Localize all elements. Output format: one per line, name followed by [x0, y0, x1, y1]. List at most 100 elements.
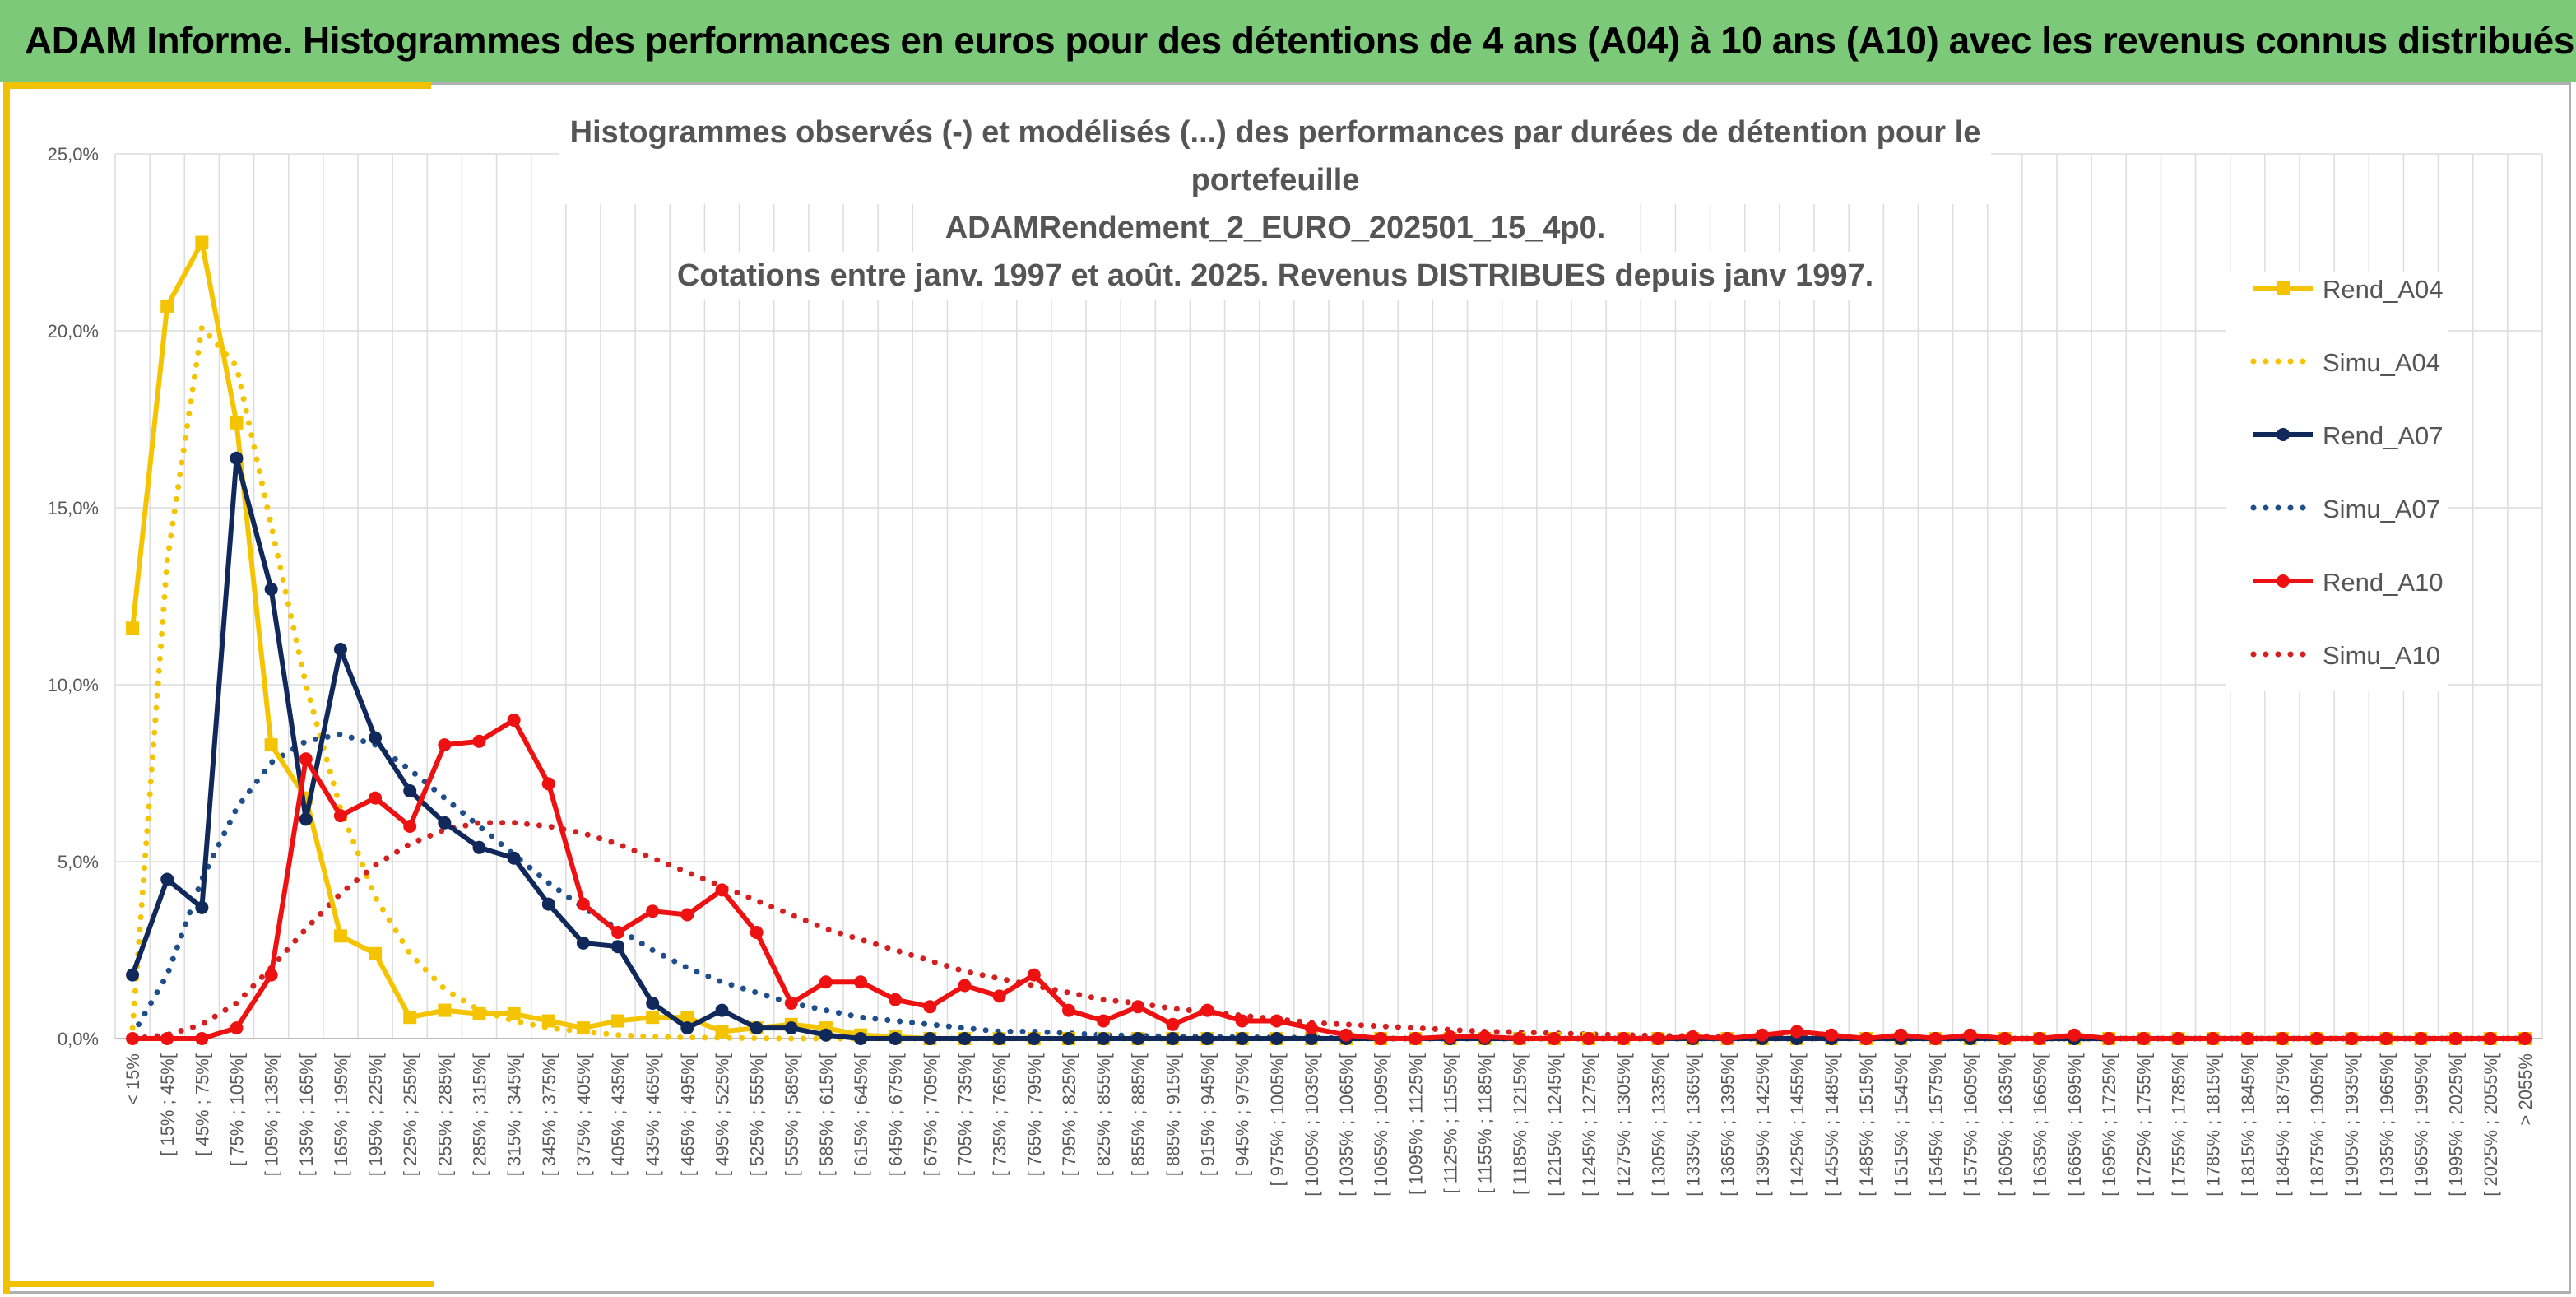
data-point-rend-a07 [992, 1032, 1006, 1045]
legend-swatch-rend-a10 [2253, 574, 2313, 588]
x-tick-label: [ 1965% ; 1995%[ [2411, 1053, 2432, 1197]
x-tick-label: [ 225% ; 255%[ [400, 1053, 420, 1176]
x-tick-label: [ 1125% ; 1155%[ [1441, 1053, 1461, 1193]
data-point-rend-a07 [611, 940, 625, 954]
x-tick-label: [ 1665% ; 1695%[ [2064, 1053, 2085, 1197]
x-tick-label: [ 255% ; 285%[ [434, 1053, 455, 1176]
x-tick-label: [ 1335% ; 1365%[ [1683, 1053, 1704, 1197]
data-point-rend-a10 [2137, 1032, 2151, 1045]
legend-item-simu-a10: Simu_A10 [2226, 638, 2448, 671]
data-point-rend-a10 [333, 809, 347, 823]
data-point-rend-a10 [1963, 1028, 1977, 1042]
data-point-rend-a04 [438, 1003, 452, 1017]
data-point-rend-a04 [369, 946, 383, 960]
data-point-rend-a07 [230, 451, 244, 465]
data-point-rend-a10 [1617, 1032, 1631, 1045]
x-tick-label: [ 675% ; 705%[ [920, 1053, 940, 1176]
data-point-rend-a07 [1235, 1032, 1249, 1045]
legend-label: Simu_A04 [2323, 348, 2441, 377]
data-point-rend-a10 [958, 979, 972, 993]
legend-item-rend-a07: Rend_A07 [2226, 418, 2448, 451]
y-tick-label: 20,0% [48, 321, 99, 342]
legend-label: Rend_A04 [2323, 275, 2444, 304]
legend-item-rend-a10: Rend_A10 [2226, 565, 2448, 597]
data-point-rend-a07 [784, 1021, 798, 1035]
data-point-rend-a10 [541, 777, 555, 791]
data-point-rend-a10 [1235, 1014, 1249, 1028]
data-point-rend-a10 [1339, 1028, 1353, 1042]
data-point-rend-a10 [1929, 1032, 1942, 1045]
data-point-rend-a04 [403, 1011, 417, 1025]
data-point-rend-a07 [541, 897, 555, 911]
x-tick-label: [ 195% ; 225%[ [365, 1053, 386, 1176]
data-point-rend-a07 [854, 1032, 868, 1045]
data-point-rend-a07 [369, 731, 383, 745]
data-point-rend-a10 [750, 926, 764, 939]
data-point-rend-a10 [2032, 1032, 2046, 1045]
series-line-rend-a10 [132, 718, 2525, 1041]
data-point-rend-a10 [1443, 1030, 1457, 1044]
data-point-rend-a10 [1651, 1032, 1665, 1045]
x-tick-label: [ 1635% ; 1665%[ [2030, 1053, 2050, 1197]
x-tick-label: [ 1725% ; 1755%[ [2133, 1053, 2154, 1197]
accent-bar-bottom [3, 1281, 434, 1287]
data-point-rend-a07 [438, 816, 452, 830]
data-point-rend-a10 [1686, 1030, 1700, 1044]
data-point-rend-a10 [2102, 1032, 2116, 1045]
legend-swatch-simu-a07 [2250, 504, 2316, 511]
x-tick-label: [ 1095% ; 1125%[ [1405, 1053, 1426, 1195]
x-tick-label: [ 1515% ; 1545%[ [1891, 1053, 1911, 1197]
legend-item-rend-a04: Rend_A04 [2226, 272, 2448, 304]
data-point-rend-a04 [333, 929, 347, 943]
data-point-rend-a10 [2345, 1032, 2359, 1045]
accent-bar-top [3, 82, 431, 89]
data-point-rend-a10 [1512, 1032, 1526, 1045]
legend-label: Simu_A07 [2323, 495, 2441, 523]
data-point-rend-a10 [1789, 1025, 1803, 1039]
data-point-rend-a10 [2379, 1032, 2393, 1045]
data-point-rend-a07 [958, 1032, 972, 1045]
data-point-rend-a10 [2483, 1032, 2497, 1045]
data-point-rend-a07 [680, 1021, 694, 1035]
x-tick-label: [ 1155% ; 1185%[ [1475, 1053, 1496, 1193]
x-tick-label: [ 1245% ; 1275%[ [1579, 1053, 1599, 1197]
data-point-rend-a04 [126, 621, 140, 635]
legend-marker [2277, 428, 2290, 441]
data-point-rend-a07 [1269, 1032, 1283, 1045]
x-tick-label: [ 1455% ; 1485%[ [1822, 1053, 1842, 1197]
data-point-rend-a10 [1582, 1032, 1596, 1045]
data-point-rend-a10 [1825, 1028, 1839, 1042]
x-tick-label: [ 1605% ; 1635%[ [1995, 1053, 2016, 1197]
x-tick-label: [ 165% ; 195%[ [331, 1053, 351, 1176]
y-tick-label: 10,0% [48, 675, 99, 695]
x-tick-label: [ 1845% ; 1875%[ [2272, 1053, 2293, 1197]
x-tick-label: [ 1545% ; 1575%[ [1926, 1053, 1947, 1197]
x-tick-label: [ 375% ; 405%[ [573, 1053, 594, 1176]
data-point-rend-a10 [2448, 1032, 2462, 1045]
x-tick-label: [ 945% ; 975%[ [1232, 1053, 1253, 1176]
x-tick-label: [ 705% ; 735%[ [955, 1053, 976, 1176]
x-tick-label: [ 45% ; 75%[ [192, 1053, 212, 1156]
legend-item-simu-a07: Simu_A07 [2226, 491, 2448, 524]
data-point-rend-a10 [1304, 1021, 1318, 1035]
x-tick-label: [ 825% ; 855%[ [1093, 1053, 1114, 1176]
x-tick-label: [ 885% ; 915%[ [1163, 1053, 1183, 1176]
data-point-rend-a10 [1894, 1028, 1908, 1042]
data-point-rend-a04 [264, 738, 278, 752]
x-tick-label: [ 285% ; 315%[ [470, 1053, 490, 1176]
page-header: ADAM Informe. Histogrammes des performan… [0, 0, 2576, 82]
x-tick-label: [ 495% ; 525%[ [712, 1053, 733, 1176]
data-point-rend-a10 [1409, 1032, 1423, 1045]
x-tick-label: [ 585% ; 615%[ [816, 1053, 837, 1176]
x-tick-label: [ 15% ; 45%[ [157, 1053, 178, 1156]
data-point-rend-a10 [438, 738, 452, 752]
x-tick-label: [ 1995% ; 2025%[ [2446, 1053, 2467, 1197]
data-point-rend-a10 [1755, 1028, 1769, 1042]
data-point-rend-a10 [819, 975, 833, 989]
data-point-rend-a10 [1166, 1017, 1180, 1031]
x-tick-label: [ 135% ; 165%[ [296, 1053, 317, 1176]
x-tick-label: [ 1395% ; 1425%[ [1752, 1053, 1773, 1197]
legend-marker [2277, 281, 2290, 295]
data-point-rend-a10 [2240, 1032, 2254, 1045]
chart-title-line-1: Histogrammes observés (-) et modélisés (… [559, 109, 1991, 204]
